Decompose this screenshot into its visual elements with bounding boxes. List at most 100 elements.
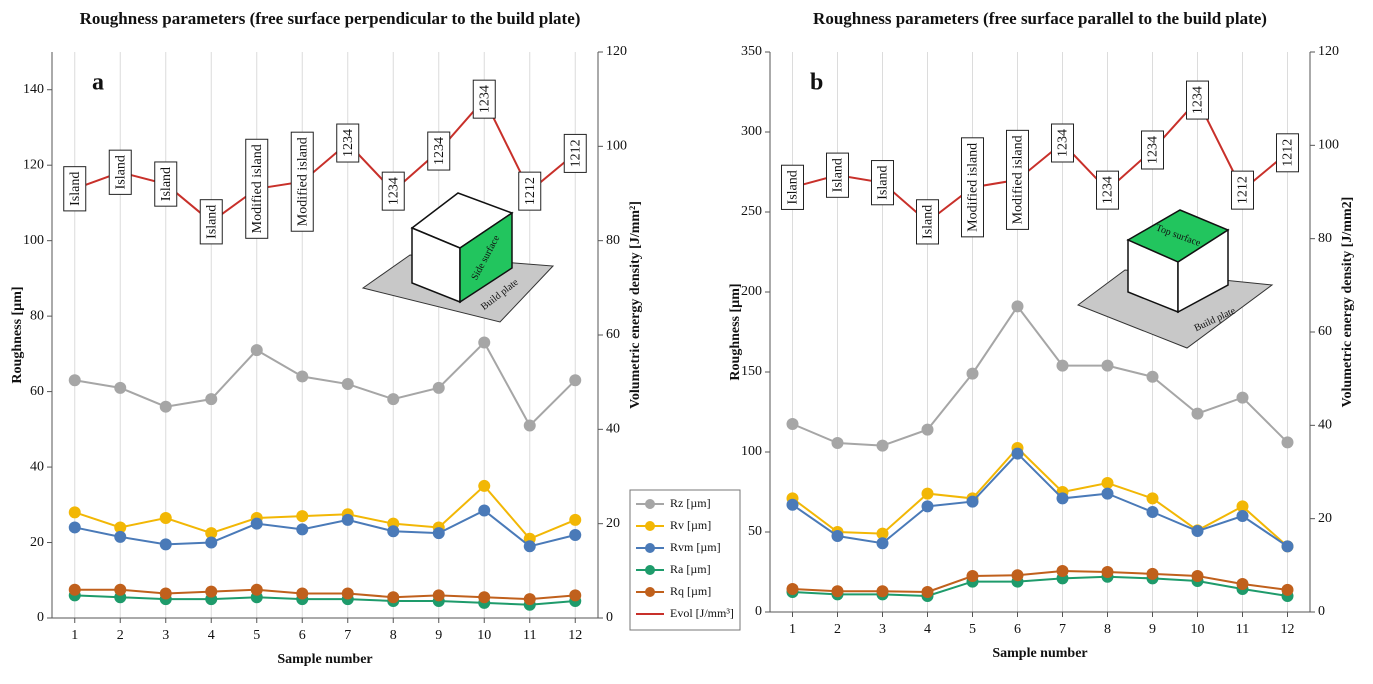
chart-title: Roughness parameters (free surface perpe…: [80, 9, 581, 28]
data-point: [966, 570, 979, 582]
point-label-box: [199, 199, 223, 245]
data-point: [569, 513, 582, 526]
data-point: [523, 419, 536, 432]
series-line: [74, 588, 576, 601]
point-label: 1234: [1191, 86, 1206, 114]
y2-tick-label: 100: [1318, 138, 1339, 153]
y2-axis-title: Volumetric energy density [J/mm²]: [628, 201, 643, 409]
x-tick-label: 12: [1281, 622, 1295, 637]
y2-tick-label: 80: [1318, 231, 1332, 246]
y2-tick-label: 60: [606, 327, 620, 342]
legend-label: Rv [µm]: [670, 518, 711, 532]
point-label: 1234: [1056, 129, 1071, 157]
data-point: [159, 587, 172, 600]
data-point: [1011, 300, 1024, 313]
inset-a: Side surface Build plate: [361, 192, 555, 323]
x-tick-label: 2: [834, 622, 841, 637]
cube-side: [1177, 228, 1229, 314]
series-line: [74, 340, 576, 428]
legend-label: Rz [µm]: [670, 496, 711, 510]
y-tick-label: 40: [30, 459, 44, 474]
y-tick-label: 100: [741, 444, 762, 459]
x-tick-label: 11: [1236, 622, 1249, 637]
data-point: [1011, 447, 1024, 460]
point-label-box: [63, 166, 87, 212]
panel-label: b: [810, 70, 823, 96]
data-point: [876, 527, 889, 540]
data-point: [1236, 500, 1249, 513]
x-tick-label: 8: [1104, 622, 1111, 637]
legend-label: Rq [µm]: [670, 584, 711, 598]
data-point: [478, 591, 491, 604]
chart-title: Roughness parameters (free surface paral…: [813, 9, 1267, 28]
data-point: [1146, 492, 1159, 505]
data-point: [296, 523, 309, 536]
point-label: 1212: [523, 177, 538, 205]
data-point: [831, 437, 844, 450]
point-label: Modified island: [295, 137, 310, 226]
y-tick-label: 80: [30, 308, 44, 323]
point-label-box: [1276, 133, 1299, 173]
legend-marker: [645, 587, 655, 597]
plot: 1 2 3 4 5 6 7 8 9 10 11 120204060801001201400204060…: [23, 44, 627, 643]
point-label: Island: [831, 158, 846, 192]
data-point: [478, 504, 491, 517]
y2-tick-label: 40: [606, 422, 620, 437]
series-line: [791, 452, 1289, 548]
data-point: [921, 423, 934, 436]
data-point: [205, 527, 218, 540]
data-point: [1281, 540, 1294, 553]
point-label: 1234: [1101, 176, 1116, 204]
panel-label: a: [92, 70, 104, 96]
data-point: [1101, 359, 1114, 372]
data-point: [341, 513, 354, 526]
data-point: [876, 585, 889, 598]
data-point: [478, 479, 491, 492]
data-point: [786, 498, 799, 511]
y2-tick-label: 60: [1318, 324, 1332, 339]
data-point: [159, 400, 172, 413]
y-tick-label: 60: [30, 384, 44, 399]
series-line: [792, 98, 1289, 224]
data-point: [569, 589, 582, 602]
data-point: [786, 582, 799, 595]
data-point: [1281, 436, 1294, 449]
data-point: [250, 517, 263, 530]
y-tick-label: 300: [741, 124, 762, 139]
data-point: [341, 587, 354, 600]
data-point: [296, 510, 309, 523]
point-label: 1234: [432, 137, 447, 165]
data-point: [68, 374, 81, 387]
legend: Rz [µm] Rv [µm] Rvm [µm] Ra [µm] Rq [µm] Evol…: [629, 489, 741, 631]
data-point: [432, 381, 445, 394]
x-tick-label: 9: [1149, 622, 1156, 637]
data-point: [68, 521, 81, 534]
data-point: [1146, 370, 1159, 383]
data-point: [1146, 567, 1159, 580]
point-label: 1212: [1236, 176, 1251, 204]
y-tick-label: 50: [748, 524, 762, 539]
point-label: Island: [204, 205, 219, 239]
point-label: Modified island: [1011, 135, 1026, 224]
legend-marker: [645, 499, 655, 509]
y2-tick-label: 120: [1318, 44, 1339, 59]
data-point: [1191, 525, 1204, 538]
series-line: [74, 594, 576, 606]
x-tick-label: 10: [477, 628, 491, 643]
point-label-box: [1186, 80, 1209, 120]
x-tick-label: 9: [435, 628, 442, 643]
data-point: [114, 381, 127, 394]
data-point: [966, 367, 979, 380]
data-point: [250, 583, 263, 596]
legend-marker: [645, 565, 655, 575]
point-label-box: [961, 137, 984, 238]
data-point: [478, 336, 491, 349]
data-point: [432, 589, 445, 602]
x-tick-label: 4: [924, 622, 931, 637]
y-tick-label: 100: [23, 233, 44, 248]
x-axis-title: Sample number: [277, 652, 372, 667]
point-label: Island: [876, 166, 891, 200]
series-line: [792, 570, 1288, 594]
data-point: [1101, 566, 1114, 578]
